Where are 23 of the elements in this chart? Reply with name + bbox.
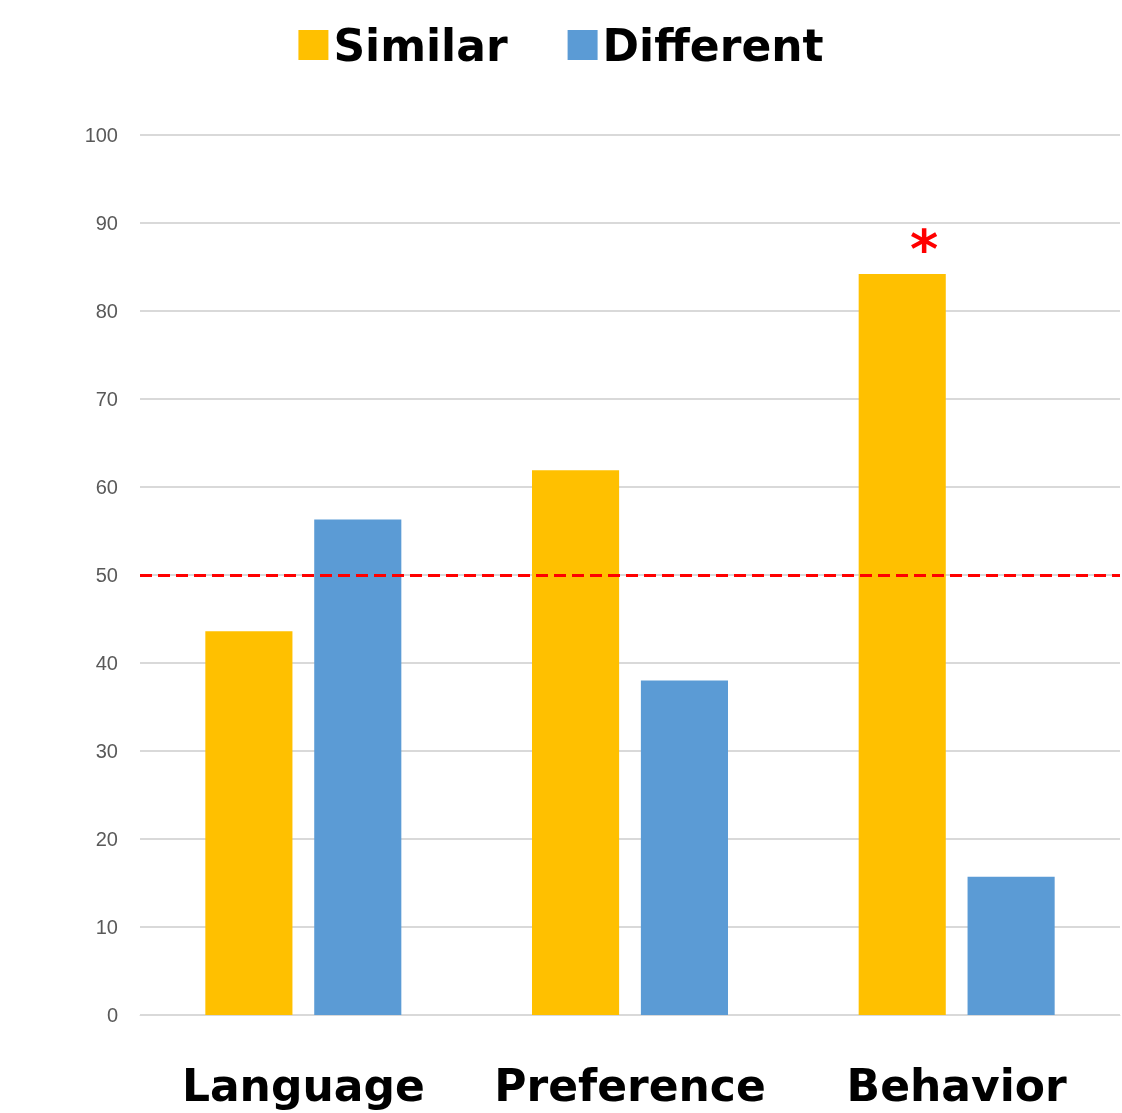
y-tick-label: 10 [95, 916, 118, 938]
y-tick-label: 70 [95, 388, 118, 410]
y-tick-label: 100 [84, 124, 118, 146]
bar [532, 470, 620, 1015]
x-tick-label: Preference [494, 1059, 766, 1111]
bar [967, 876, 1055, 1015]
legend-label: Similar [333, 19, 508, 71]
y-tick-label: 0 [106, 1004, 118, 1026]
y-tick-label: 60 [95, 476, 118, 498]
y-tick-label: 40 [95, 652, 118, 674]
x-tick-label: Behavior [846, 1059, 1068, 1111]
bar [314, 519, 402, 1015]
x-tick-label: Language [181, 1059, 425, 1111]
bar [640, 680, 728, 1015]
y-tick-label: 50 [95, 564, 118, 586]
y-tick-label: 90 [95, 212, 118, 234]
annotation: * [910, 217, 939, 281]
y-tick-label: 80 [95, 300, 118, 322]
y-tick-label: 20 [95, 828, 118, 850]
bar [858, 274, 946, 1015]
legend-label: Different [602, 19, 824, 71]
y-tick-label: 30 [95, 740, 118, 762]
bar [205, 631, 293, 1015]
